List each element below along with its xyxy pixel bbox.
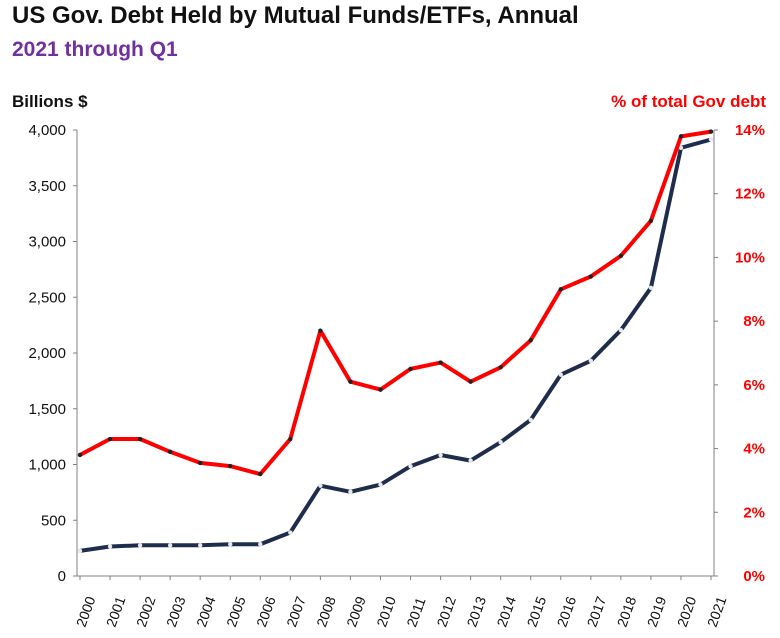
pct-data-point — [228, 463, 233, 469]
pct-data-point — [678, 134, 684, 139]
x-tick-label: 2021 — [704, 594, 730, 629]
x-tick-label: 2011 — [403, 595, 428, 629]
x-tick-label: 2014 — [493, 594, 519, 629]
x-tick-label: 2009 — [343, 594, 369, 629]
left-tick-label: 3,000 — [28, 234, 66, 251]
pct-data-point — [137, 436, 143, 442]
billions-data-point — [107, 544, 113, 549]
billions-data-point — [588, 358, 594, 364]
pct-series-line — [78, 129, 713, 477]
x-tick-label: 2003 — [163, 594, 189, 629]
right-tick-label: 10% — [735, 249, 765, 266]
pct-data-point — [318, 328, 323, 333]
x-tick-label: 2020 — [674, 594, 700, 629]
chart-subtitle: 2021 through Q1 — [12, 38, 178, 61]
pct-data-point — [77, 452, 83, 458]
x-tick-label: 2008 — [313, 594, 339, 629]
pct-data-point — [107, 436, 113, 442]
billions-data-point — [408, 463, 413, 469]
pct-data-point — [438, 360, 443, 365]
billions-data-point — [468, 458, 473, 463]
x-tick-label: 2012 — [433, 594, 459, 629]
pct-data-point — [288, 436, 293, 442]
billions-data-point — [378, 482, 383, 487]
x-tick-label: 2001 — [103, 594, 129, 629]
pct-data-point — [588, 274, 594, 279]
left-tick-label: 2,000 — [28, 345, 66, 362]
billions-data-point — [678, 145, 684, 151]
chart-series — [77, 129, 714, 554]
left-tick-label: 4,000 — [28, 122, 66, 139]
x-tick-label: 2000 — [73, 594, 99, 629]
x-tick-label: 2002 — [133, 594, 159, 629]
x-tick-label: 2006 — [253, 594, 279, 629]
x-tick-label: 2015 — [523, 594, 549, 629]
pct-data-point — [528, 338, 533, 343]
left-tick-label: 1,000 — [28, 457, 66, 474]
billions-data-point — [348, 489, 353, 495]
pct-data-point — [258, 471, 263, 477]
right-tick-label: 0% — [743, 568, 765, 585]
left-tick-label: 2,500 — [28, 289, 66, 306]
pct-data-point — [558, 287, 563, 292]
right-axis-label: % of total Gov debt — [611, 92, 766, 111]
billions-data-point — [197, 543, 203, 548]
x-tick-label: 2005 — [223, 594, 249, 629]
billions-data-point — [558, 372, 563, 377]
billions-data-point — [167, 543, 173, 548]
x-tick-label: 2018 — [614, 594, 640, 629]
right-tick-label: 8% — [743, 313, 765, 330]
right-tick-label: 12% — [735, 186, 765, 203]
chart-axes: 0 500 1,000 1,500 2,000 2,500 3,000 3,500 4,000 0… — [28, 122, 765, 629]
x-tick-label: 2010 — [373, 594, 399, 629]
billions-data-point — [228, 542, 233, 547]
right-tick-label: 6% — [743, 377, 765, 394]
pct-data-point — [498, 365, 503, 370]
billions-data-point — [288, 530, 293, 535]
billions-data-point — [137, 543, 143, 548]
right-tick-label: 2% — [743, 504, 765, 521]
billions-data-point — [438, 452, 443, 458]
pct-data-point — [167, 449, 173, 454]
pct-data-point — [378, 387, 383, 392]
billions-data-point — [77, 548, 83, 554]
pct-data-point — [197, 460, 203, 466]
x-tick-label: 2016 — [554, 594, 580, 629]
right-tick-label: 4% — [743, 441, 765, 458]
pct-data-point — [468, 379, 473, 384]
left-tick-label: 500 — [41, 512, 66, 529]
billions-data-point — [618, 327, 624, 333]
pct-data-point — [408, 366, 413, 372]
billions-data-point — [258, 542, 263, 547]
pct-data-point — [618, 253, 624, 259]
billions-data-point — [498, 440, 503, 445]
left-axis-label: Billions $ — [12, 92, 88, 111]
right-tick-label: 14% — [735, 122, 765, 139]
chart-title: US Gov. Debt Held by Mutual Funds/ETFs, … — [12, 2, 579, 29]
left-tick-label: 1,500 — [28, 401, 66, 418]
billions-data-point — [318, 483, 323, 488]
billions-data-point — [708, 137, 714, 142]
billions-data-point — [648, 285, 654, 290]
x-tick-label: 2004 — [193, 594, 219, 629]
billions-series-line — [78, 137, 713, 553]
pct-data-point — [648, 218, 654, 223]
pct-data-point — [708, 129, 714, 134]
left-tick-label: 3,500 — [28, 178, 66, 195]
x-tick-label: 2017 — [584, 594, 610, 629]
x-tick-label: 2013 — [463, 594, 489, 629]
pct-data-point — [348, 379, 353, 384]
left-tick-label: 0 — [58, 568, 66, 585]
x-tick-label: 2019 — [644, 594, 670, 629]
x-tick-label: 2007 — [283, 594, 309, 629]
billions-data-point — [528, 417, 533, 423]
